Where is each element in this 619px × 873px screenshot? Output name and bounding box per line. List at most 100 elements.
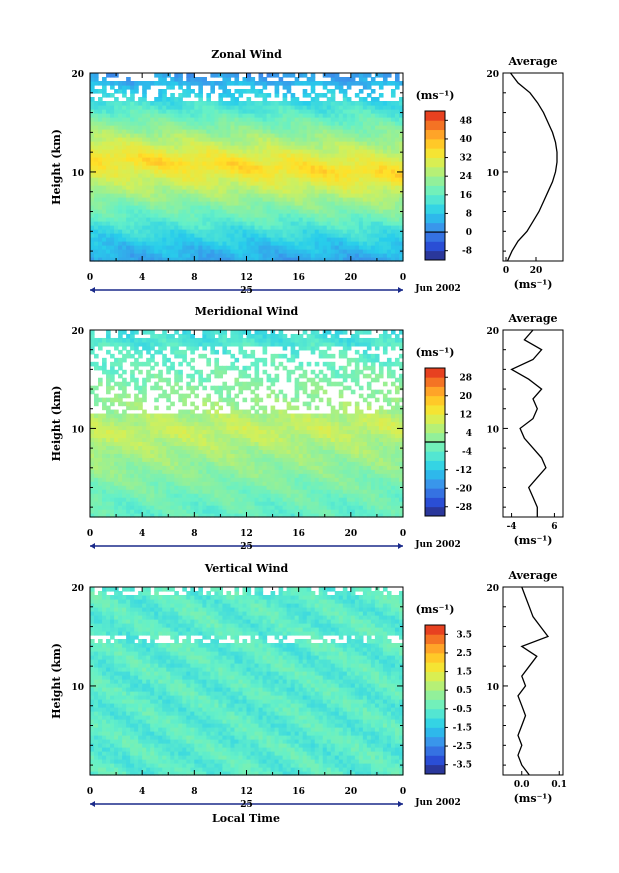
heatmap-cell [370,121,376,126]
heatmap-cell [202,461,207,466]
heatmap-cell [194,165,199,170]
heatmap-cell [378,173,384,178]
heatmap-cell [262,497,268,502]
heatmap-cell [354,201,360,206]
heatmap-cell [346,181,352,186]
heatmap-cell [314,109,320,114]
heatmap-cell [150,237,155,242]
heatmap-cell [350,449,356,454]
heatmap-cell [242,117,248,122]
heatmap-cell [274,109,280,114]
heatmap-cell [270,173,276,178]
heatmap-cell [362,513,368,518]
heatmap-cell [394,165,400,170]
heatmap-cell [350,109,356,114]
heatmap-cell [186,197,191,202]
heatmap-cell [254,221,260,226]
heatmap-cell [294,237,300,242]
heatmap-cell [218,469,224,474]
heatmap-cell [138,109,143,114]
heatmap-cell [242,77,248,82]
heatmap-cell [326,145,332,150]
heatmap-cell [170,129,175,134]
heatmap-cell [362,457,368,462]
heatmap-cell [246,141,252,146]
heatmap-cell [286,473,292,478]
heatmap-cell [122,201,127,206]
heatmap-cell [338,505,344,510]
heatmap-cell [130,221,135,226]
heatmap-cell [298,449,304,454]
heatmap-cell [254,457,260,462]
heatmap-cell [126,509,131,514]
heatmap-cell [238,101,244,106]
heatmap-cell [342,121,348,126]
heatmap-cell [150,253,155,258]
heatmap-cell [286,81,292,86]
heatmap-cell [222,233,228,238]
heatmap-cell [198,189,203,194]
heatmap-cell [322,501,328,506]
heatmap-cell [394,133,400,138]
heatmap-cell [342,177,348,182]
heatmap-cell [102,153,107,158]
heatmap-cell [90,77,95,82]
heatmap-cell [186,137,191,142]
heatmap-cell [266,177,272,182]
heatmap-cell [158,77,163,82]
heatmap-cell [310,509,316,514]
heatmap-cell [194,253,199,258]
heatmap-cell [142,449,147,454]
heatmap-cell [138,165,143,170]
heatmap-cell [102,453,107,458]
heatmap-cell [190,513,195,518]
heatmap-cell [210,245,215,250]
heatmap-cell [266,249,272,254]
heatmap-cell [374,229,380,234]
heatmap-cell [386,161,392,166]
colorbar-tick-label: -8 [462,247,472,257]
heatmap-cell [346,149,352,154]
heatmap-cell [238,485,244,490]
heatmap-cell [230,105,236,110]
heatmap-cell [390,213,396,218]
heatmap-cell [182,489,187,494]
heatmap-cell [226,93,232,98]
heatmap-cell [130,81,135,86]
heatmap-cell [374,225,380,230]
heatmap-cell [166,185,171,190]
heatmap-cell [330,113,336,118]
heatmap-cell [382,229,388,234]
heatmap-cell [398,113,404,118]
heatmap-cell [102,137,107,142]
heatmap-cell [126,453,131,458]
heatmap-cell [206,229,211,234]
heatmap-cell [262,501,268,506]
heatmap-cell [354,457,360,462]
heatmap-cell [374,165,380,170]
heatmap-cell [366,213,372,218]
heatmap-cell [150,181,155,186]
heatmap-cell [382,461,388,466]
heatmap-cell [126,105,131,110]
heatmap-cell [262,201,268,206]
heatmap-cell [242,253,248,258]
heatmap-cell [374,109,380,114]
heatmap-cell [306,197,312,202]
heatmap-cell [314,93,320,98]
heatmap-cell [198,469,203,474]
heatmap-cell [138,481,143,486]
heatmap-cell [102,77,107,82]
heatmap-cell [118,485,123,490]
heatmap-cell [294,133,300,138]
heatmap-cell [342,513,348,518]
heatmap-cell [230,197,236,202]
heatmap-cell [278,233,284,238]
heatmap-cell [342,245,348,250]
heatmap-cell [274,213,280,218]
heatmap-cell [378,257,384,262]
heatmap-cell [110,145,115,150]
heatmap-cell [210,237,215,242]
heatmap-cell [106,93,111,98]
heatmap-cell [374,137,380,142]
